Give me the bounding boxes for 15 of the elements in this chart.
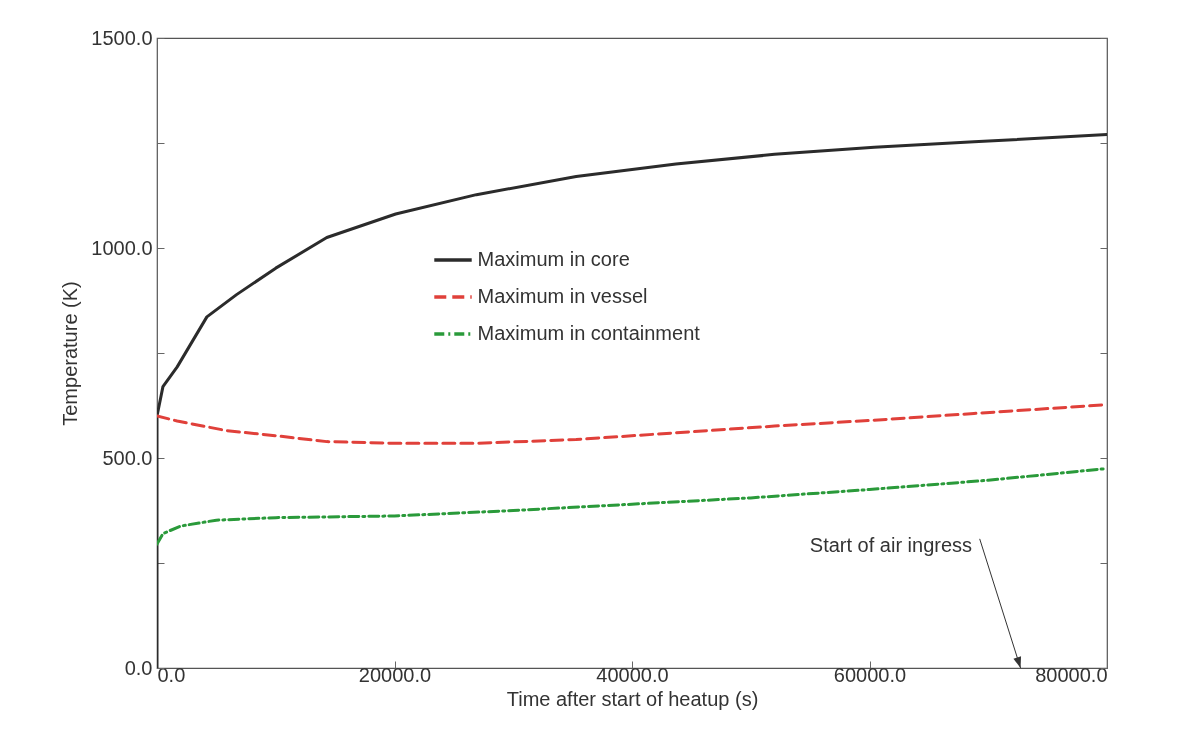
x-tick-label: 60000.0: [833, 663, 907, 686]
legend-label: Maximum in core: [477, 248, 630, 271]
annotation: Start of air ingress: [809, 533, 973, 556]
legend-label: Maximum in vessel: [477, 285, 648, 308]
line-series: [157, 133, 1107, 668]
x-tick-label: 40000.0: [596, 663, 669, 686]
legend-label: Maximum in containment: [477, 322, 701, 345]
y-axis-title: Temperature (K): [59, 281, 82, 426]
x-tick-label: 20000.0: [358, 663, 432, 686]
x-axis-title: Time after start of heatup (s): [506, 687, 759, 710]
y-tick-label: 1000.0: [91, 236, 153, 259]
y-tick-label: 500.0: [102, 446, 153, 469]
x-tick-label: 0.0: [157, 663, 186, 686]
y-tick-label: 1500.0: [91, 26, 153, 49]
x-tick-label: 80000.0: [1035, 663, 1108, 686]
